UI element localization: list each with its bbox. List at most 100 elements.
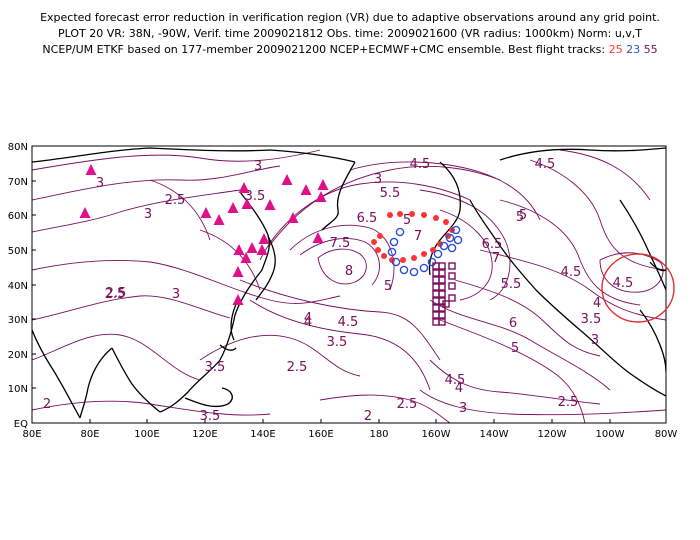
contour-label: 3.5	[327, 335, 348, 350]
contour-label: 3.5	[200, 409, 221, 424]
triangle-marker	[232, 294, 244, 305]
contour-label: 7	[414, 229, 422, 244]
track-55-point	[442, 300, 450, 308]
contour-label: 3	[254, 159, 262, 174]
plot-title: Expected forecast error reduction in ver…	[0, 10, 700, 58]
track-55-point	[438, 311, 446, 319]
track-55-point	[448, 272, 456, 280]
lon-tick-label: 160W	[422, 429, 451, 440]
lon-tick-label: 140W	[480, 429, 509, 440]
track-25-point	[397, 211, 403, 217]
track-23-point	[453, 235, 463, 245]
track-23-point	[409, 267, 419, 277]
contour-label: 5	[384, 279, 392, 294]
flight-track-23-label: 23	[626, 43, 641, 56]
contour-label: 4	[455, 381, 463, 396]
contour-label: 6.5	[357, 211, 378, 226]
contour-label: 2.5	[106, 286, 127, 301]
contour-label: 5	[516, 210, 524, 225]
track-55-point	[448, 282, 456, 290]
triangle-marker	[300, 184, 312, 195]
contour-label: 7	[492, 251, 500, 266]
contour-label: 4.5	[561, 265, 582, 280]
contour-label: 4.5	[410, 157, 431, 172]
track-25-point	[371, 239, 377, 245]
track-23-point	[447, 243, 457, 253]
contour-label: 8	[345, 264, 353, 279]
track-25-point	[377, 233, 383, 239]
contour-label: 3	[459, 401, 467, 416]
lat-tick-label: 10N	[8, 384, 28, 395]
lon-tick-label: 80E	[22, 429, 41, 440]
track-25-point	[443, 219, 449, 225]
triangle-marker	[227, 202, 239, 213]
triangle-marker	[258, 233, 270, 244]
track-55-point	[448, 294, 456, 302]
triangle-marker	[233, 244, 245, 255]
contour-label: 4.5	[338, 315, 359, 330]
lon-tick-label: 180	[369, 429, 388, 440]
triangle-marker	[85, 164, 97, 175]
triangle-marker	[213, 214, 225, 225]
verification-region-circle	[601, 253, 675, 323]
title-line-2: PLOT 20 VR: 38N, -90W, Verif. time 20090…	[57, 27, 643, 40]
title-line-3: NCEP/UM ETKF based on 177-member 2009021…	[0, 42, 700, 58]
contour-label: 4.5	[445, 373, 466, 388]
triangle-marker	[287, 212, 299, 223]
lon-tick-label: 100E	[134, 429, 159, 440]
contour-label: 3	[144, 207, 152, 222]
contour-label: 4.5	[613, 276, 634, 291]
lon-tick-label: 140E	[250, 429, 275, 440]
track-25-point	[421, 212, 427, 218]
triangle-marker	[281, 174, 293, 185]
track-55-point	[438, 269, 446, 277]
contour-lines	[32, 149, 666, 423]
contour-label: 5.5	[501, 277, 522, 292]
contour-label: 3.5	[205, 360, 226, 375]
contour-label: 2	[43, 397, 51, 412]
lat-tick-label: EQ	[14, 419, 28, 430]
track-25-point	[400, 257, 406, 263]
contour-label: 3	[374, 172, 382, 187]
track-55-point	[448, 262, 456, 270]
triangle-marker	[200, 207, 212, 218]
track-25-point	[381, 253, 387, 259]
lon-tick-label: 120W	[538, 429, 567, 440]
contour-label: 2	[364, 409, 372, 424]
contour-label: 7.5	[330, 236, 351, 251]
track-23-point	[427, 257, 437, 267]
contour-label: 6.5	[482, 237, 503, 252]
track-25-point	[430, 247, 436, 253]
track-23-point	[395, 227, 405, 237]
title-line-1: Expected forecast error reduction in ver…	[40, 11, 660, 24]
track-25-point	[387, 212, 393, 218]
contour-label: 5.5	[380, 186, 401, 201]
contour-label: 2.5	[397, 397, 418, 412]
contour-label: 4	[304, 311, 312, 326]
track-25-point	[433, 215, 439, 221]
track-23-point	[419, 263, 429, 273]
track-23-point	[387, 247, 397, 257]
triangle-marker	[238, 182, 250, 193]
coastlines	[32, 147, 666, 419]
contour-label: 6	[509, 316, 517, 331]
triangle-marker	[312, 232, 324, 243]
contour-label: 2.5	[287, 360, 308, 375]
track-25-point	[409, 211, 415, 217]
lon-tick-label: 80W	[655, 429, 678, 440]
lat-tick-label: 70N	[8, 177, 28, 188]
map-background	[32, 146, 666, 423]
lat-tick-label: 20N	[8, 350, 28, 361]
triangle-marker	[240, 252, 252, 263]
contour-label: 3	[96, 176, 104, 191]
triangle-marker	[246, 242, 258, 253]
track-25-point	[389, 257, 395, 263]
triangle-marker	[232, 266, 244, 277]
contour-label: 5	[403, 213, 411, 228]
track-23-point	[399, 265, 409, 275]
contour-label: 4	[593, 296, 601, 311]
triangle-marker	[317, 179, 329, 190]
lon-tick-label: 80E	[80, 429, 99, 440]
track-55-point	[438, 290, 446, 298]
